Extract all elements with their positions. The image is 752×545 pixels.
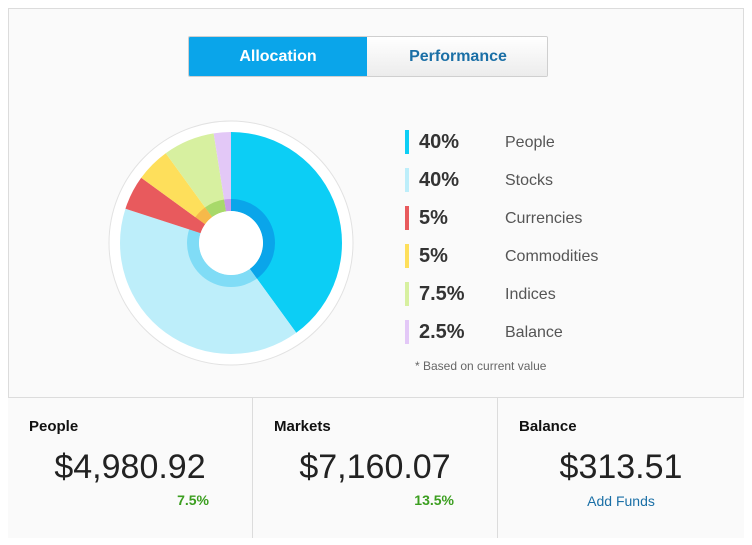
add-funds-link[interactable]: Add Funds bbox=[587, 493, 655, 509]
pie-slice-currencies bbox=[125, 177, 206, 234]
legend-percent: 2.5% bbox=[419, 321, 465, 343]
card-change: 7.5% bbox=[177, 492, 209, 508]
legend-percent: 7.5% bbox=[419, 283, 465, 305]
legend-percent: 40% bbox=[419, 131, 460, 153]
legend-percent: 5% bbox=[419, 207, 448, 229]
card-value: $7,160.07 bbox=[299, 448, 451, 486]
legend-label: Stocks bbox=[505, 172, 554, 189]
pie-slice-indices bbox=[165, 133, 226, 218]
allocation-donut-chart bbox=[108, 120, 354, 366]
donut-svg bbox=[108, 120, 354, 366]
legend-color-bar bbox=[405, 130, 409, 154]
pie-inner-ring-people bbox=[231, 199, 275, 279]
balance-card: Balance $313.51 Add Funds bbox=[498, 397, 744, 538]
people-card: People $4,980.92 7.5% bbox=[8, 397, 253, 538]
pie-inner-ring-currencies bbox=[189, 217, 206, 234]
legend-color-bar bbox=[405, 168, 409, 192]
chart-center-hole bbox=[199, 211, 263, 275]
pie-slice-people bbox=[231, 132, 342, 333]
footnote: * Based on current value bbox=[415, 359, 547, 373]
card-value: $4,980.92 bbox=[54, 448, 206, 486]
summary-cards: People $4,980.92 7.5% Markets $7,160.07 … bbox=[8, 397, 744, 538]
pie-slice-commodities bbox=[141, 153, 213, 225]
card-title: Markets bbox=[274, 418, 331, 435]
card-title: Balance bbox=[519, 418, 577, 435]
legend-percent: 5% bbox=[419, 245, 448, 267]
card-title: People bbox=[29, 418, 79, 435]
legend-label: Currencies bbox=[505, 210, 583, 227]
view-tabs: Allocation Performance bbox=[188, 36, 548, 77]
legend-label: People bbox=[505, 134, 555, 151]
tab-performance[interactable]: Performance bbox=[367, 37, 547, 76]
pie-inner-ring-stocks bbox=[187, 229, 257, 287]
pie-inner-ring-indices bbox=[205, 199, 226, 218]
card-change: 13.5% bbox=[414, 492, 454, 508]
tab-allocation[interactable]: Allocation bbox=[189, 37, 367, 76]
pie-inner-ring-commodities bbox=[195, 207, 213, 225]
legend-color-bar bbox=[405, 244, 409, 268]
legend-color-bar bbox=[405, 282, 409, 306]
legend-label: Indices bbox=[505, 286, 556, 303]
legend-label: Balance bbox=[505, 324, 563, 341]
legend-label: Commodities bbox=[505, 248, 599, 265]
pie-slice-balance bbox=[213, 132, 231, 212]
pie-inner-ring-balance bbox=[224, 199, 231, 212]
card-value: $313.51 bbox=[559, 448, 683, 486]
pie-slice-stocks bbox=[120, 208, 297, 354]
legend-color-bar bbox=[405, 320, 409, 344]
legend-color-bar bbox=[405, 206, 409, 230]
legend-percent: 40% bbox=[419, 169, 460, 191]
markets-card: Markets $7,160.07 13.5% bbox=[253, 397, 498, 538]
